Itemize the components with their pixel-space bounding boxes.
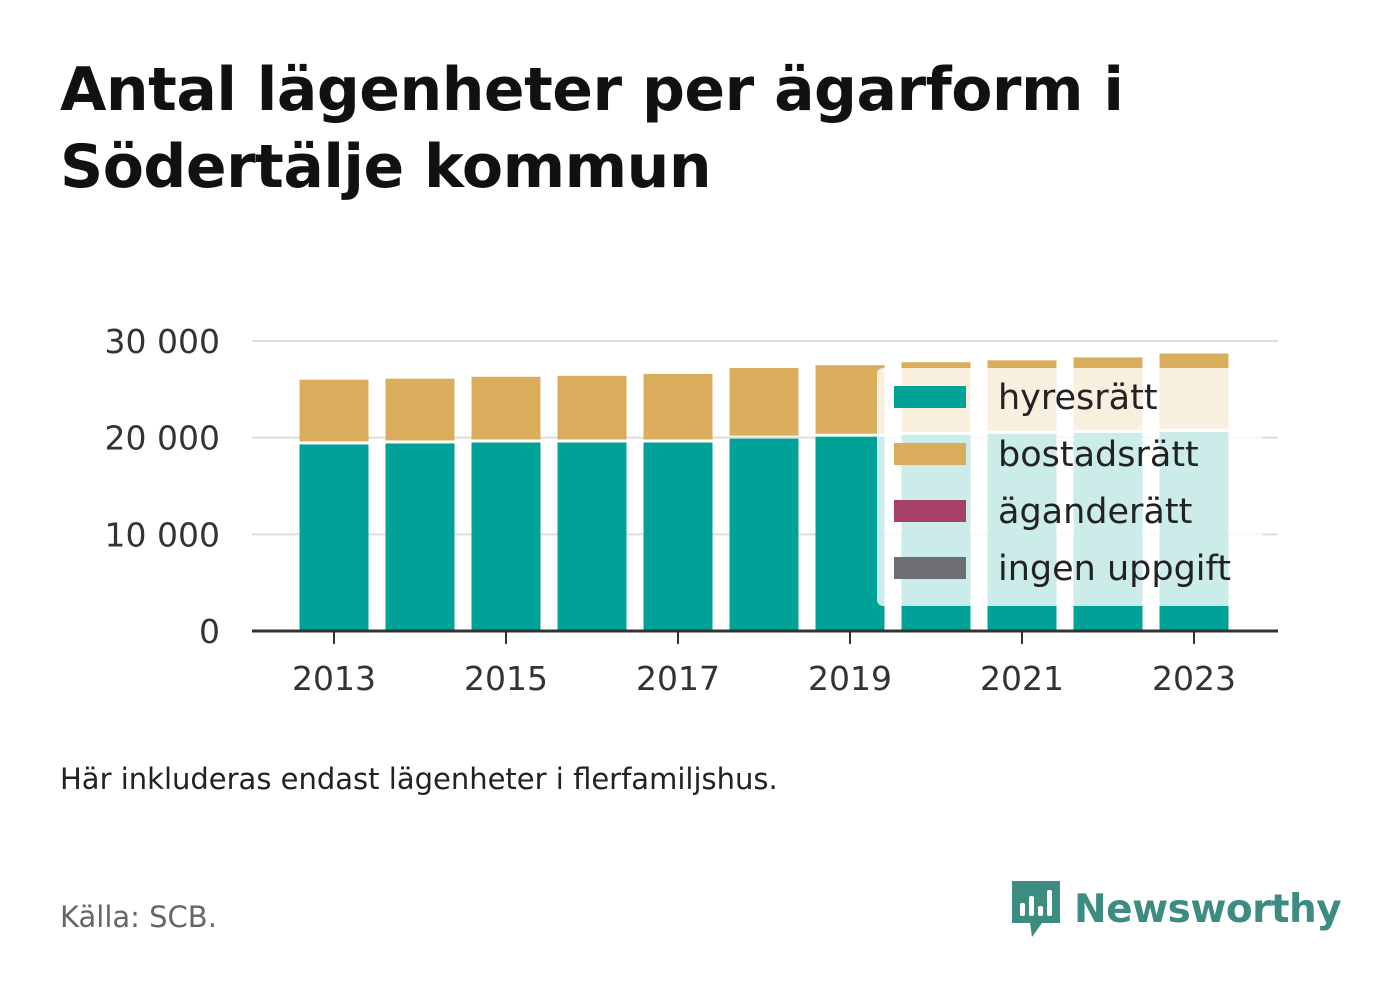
bar-segment <box>643 442 713 631</box>
x-tick-label: 2019 <box>808 659 892 698</box>
y-tick-label: 20 000 <box>105 419 220 458</box>
legend-swatch <box>894 443 966 465</box>
x-tick-label: 2023 <box>1152 659 1236 698</box>
bar-segment <box>815 436 885 631</box>
x-axis: 2013 2015 2017 2019 2021 2023 <box>252 629 1278 698</box>
y-tick-label: 10 000 <box>105 515 220 554</box>
bar-segment <box>557 442 627 631</box>
bar-segment <box>471 442 541 631</box>
y-tick-label: 30 000 <box>105 322 220 361</box>
legend-background <box>877 368 1262 606</box>
legend-label: bostadsrätt <box>998 435 1199 475</box>
source-text: Källa: SCB. <box>60 900 217 934</box>
bar-segment <box>385 443 455 631</box>
bar-segment <box>729 438 799 631</box>
legend-swatch <box>894 386 966 408</box>
stacked-bar-chart: 0 10 000 20 000 30 000 2013 2015 2017 2019 2021… <box>105 322 1278 698</box>
bar-segment <box>729 368 799 436</box>
bar-segment <box>299 379 369 442</box>
brand-name: Newsworthy <box>1074 886 1342 932</box>
bar-segment <box>557 375 627 440</box>
newsworthy-logo: Newsworthy <box>1010 876 1342 942</box>
bar-segment <box>471 376 541 440</box>
legend-label: ingen uppgift <box>998 549 1231 589</box>
y-axis: 0 10 000 20 000 30 000 <box>105 322 220 651</box>
x-tick-label: 2017 <box>636 659 720 698</box>
bar-segment <box>643 373 713 440</box>
bar-segment <box>299 444 369 631</box>
y-tick-label: 0 <box>199 612 220 651</box>
legend-swatch <box>894 557 966 579</box>
legend-label: hyresrätt <box>998 378 1158 418</box>
legend-swatch <box>894 500 966 522</box>
x-tick-label: 2013 <box>292 659 376 698</box>
legend: hyresrätt bostadsrätt äganderätt ingen uppg… <box>877 368 1262 606</box>
chart-title: Antal lägenheter per ägarform i Södertäl… <box>60 55 1124 202</box>
x-tick-label: 2015 <box>464 659 548 698</box>
x-tick-label: 2021 <box>980 659 1064 698</box>
newsworthy-logo-icon <box>1012 881 1060 937</box>
chart-note: Här inkluderas endast lägenheter i flerf… <box>60 762 778 796</box>
legend-label: äganderätt <box>998 492 1192 532</box>
bar-segment <box>385 378 455 441</box>
bar-segment <box>815 365 885 434</box>
